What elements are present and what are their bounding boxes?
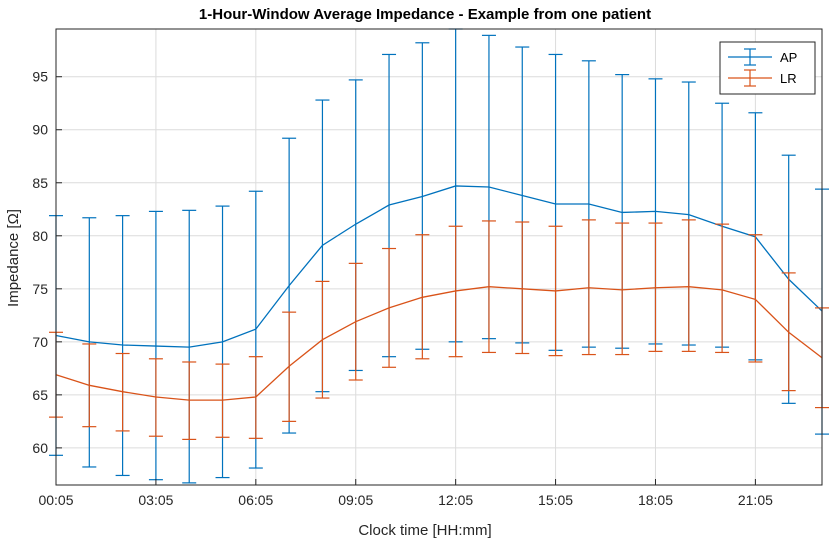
error-bar bbox=[615, 222, 630, 356]
x-axis-label: Clock time [HH:mm] bbox=[358, 522, 491, 539]
chart-title: 1-Hour-Window Average Impedance - Exampl… bbox=[199, 6, 651, 23]
y-axis-ticks: 60 65 70 75 80 85 90 95 bbox=[32, 69, 62, 456]
legend-label: LR bbox=[780, 71, 797, 86]
legend-label: AP bbox=[780, 50, 797, 65]
y-tick-label: 60 bbox=[32, 440, 48, 456]
series-lr bbox=[49, 219, 829, 440]
x-tick-label: 15:05 bbox=[538, 492, 573, 508]
error-bar bbox=[715, 223, 730, 354]
x-tick-label: 18:05 bbox=[638, 492, 673, 508]
x-tick-label: 06:05 bbox=[238, 492, 273, 508]
y-tick-label: 75 bbox=[32, 281, 48, 297]
x-axis-ticks: 00:05 03:05 06:05 09:05 12:05 15:05 18:05 21:05 bbox=[38, 479, 773, 508]
x-tick-label: 21:05 bbox=[738, 492, 773, 508]
x-tick-label: 00:05 bbox=[38, 492, 73, 508]
legend-box bbox=[719, 41, 816, 95]
plot-area bbox=[56, 29, 822, 485]
y-tick-label: 85 bbox=[32, 175, 48, 191]
x-tick-label: 09:05 bbox=[338, 492, 373, 508]
plot-frame bbox=[55, 28, 823, 486]
y-tick-label: 80 bbox=[32, 228, 48, 244]
y-tick-label: 65 bbox=[32, 387, 48, 403]
error-bar bbox=[515, 221, 530, 355]
y-tick-label: 70 bbox=[32, 334, 48, 350]
y-tick-label: 95 bbox=[32, 69, 48, 85]
legend: AP LR bbox=[719, 41, 816, 95]
legend-item-lr: LR bbox=[728, 69, 797, 87]
x-tick-label: 12:05 bbox=[438, 492, 473, 508]
series-line-lr bbox=[55, 286, 823, 401]
y-axis-label: Impedance [Ω] bbox=[5, 209, 22, 307]
error-bar bbox=[748, 234, 763, 363]
series-line-ap bbox=[55, 185, 823, 348]
series-layer bbox=[49, 28, 829, 484]
y-tick-label: 90 bbox=[32, 122, 48, 138]
legend-item-ap: AP bbox=[728, 48, 797, 66]
error-bar bbox=[681, 219, 696, 352]
x-tick-label: 03:05 bbox=[138, 492, 173, 508]
